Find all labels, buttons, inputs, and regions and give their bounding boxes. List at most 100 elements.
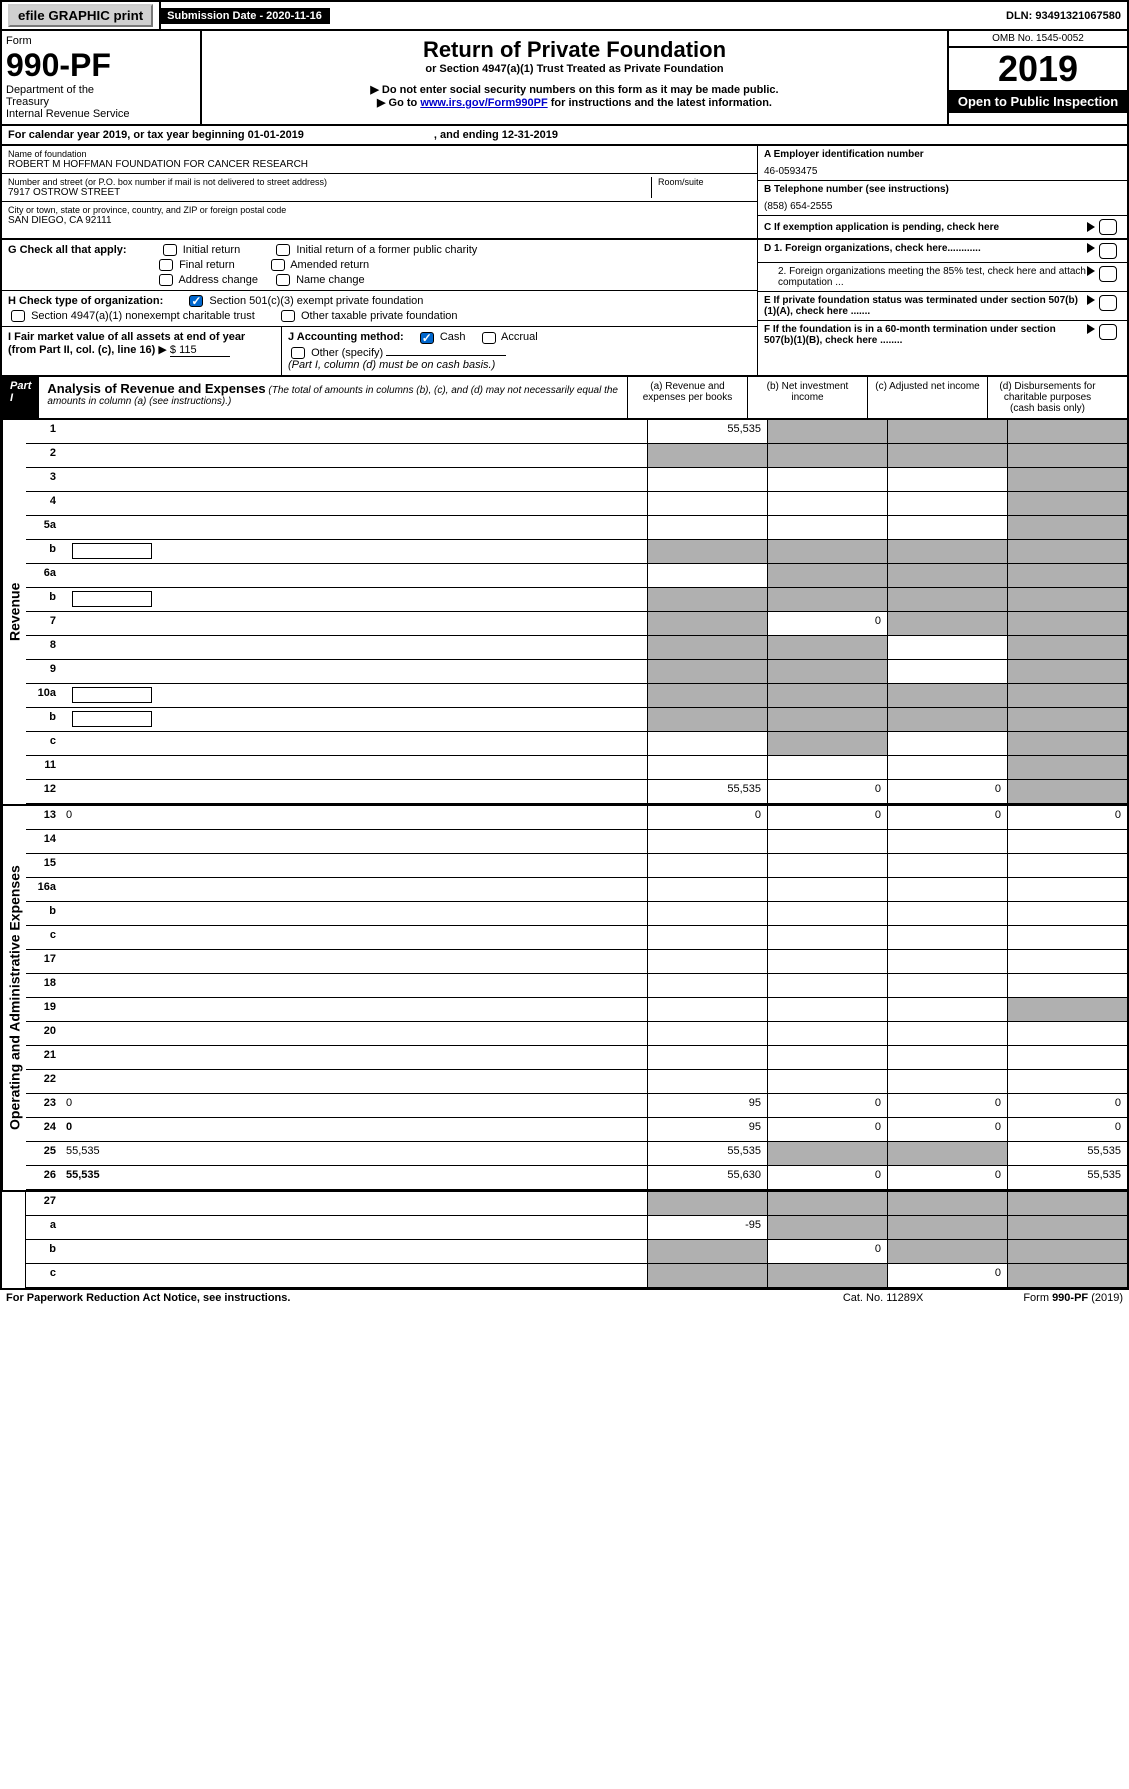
city-cell: City or town, state or province, country… xyxy=(2,202,757,229)
city-state-zip: SAN DIEGO, CA 92111 xyxy=(8,215,751,226)
row-description xyxy=(62,732,647,755)
table-row: 23095000 xyxy=(26,1094,1127,1118)
cell-b xyxy=(767,902,887,925)
cell-a xyxy=(647,1022,767,1045)
g-opt0: Initial return xyxy=(183,244,240,256)
g-initial-checkbox[interactable] xyxy=(163,244,177,256)
table-row: 17 xyxy=(26,950,1127,974)
form-number: 990-PF xyxy=(6,47,196,84)
row-description xyxy=(62,950,647,973)
efile-print-button[interactable]: efile GRAPHIC print xyxy=(8,4,153,27)
c-label: C If exemption application is pending, c… xyxy=(764,222,1087,233)
g-amended-checkbox[interactable] xyxy=(271,259,285,271)
calendar-year-row: For calendar year 2019, or tax year begi… xyxy=(0,126,1129,146)
instr1: ▶ Do not enter social security numbers o… xyxy=(208,83,941,96)
cell-d xyxy=(1007,756,1127,779)
cell-c xyxy=(887,492,1007,515)
table-row: 70 xyxy=(26,612,1127,636)
d1-checkbox[interactable] xyxy=(1099,243,1117,259)
cell-b: 0 xyxy=(767,1166,887,1189)
row-number: 13 xyxy=(26,806,62,829)
submission-date: Submission Date - 2020-11-16 xyxy=(161,8,330,24)
j-other-checkbox[interactable] xyxy=(291,347,305,359)
g-address-checkbox[interactable] xyxy=(159,274,173,286)
g-name-checkbox[interactable] xyxy=(276,274,290,286)
row-description xyxy=(62,1216,647,1239)
cell-a xyxy=(647,878,767,901)
row-number: 25 xyxy=(26,1142,62,1165)
h-row: H Check type of organization: Section 50… xyxy=(2,291,757,327)
cell-c: 0 xyxy=(887,1094,1007,1117)
g-initial-former-checkbox[interactable] xyxy=(276,244,290,256)
col-d-header: (d) Disbursements for charitable purpose… xyxy=(987,377,1107,418)
e-checkbox[interactable] xyxy=(1099,295,1117,311)
inline-box[interactable] xyxy=(72,591,152,607)
row-description xyxy=(62,1264,647,1287)
row-number: b xyxy=(26,902,62,925)
inline-box[interactable] xyxy=(72,543,152,559)
cell-c: 0 xyxy=(887,780,1007,803)
i-cell: I Fair market value of all assets at end… xyxy=(2,327,282,374)
f-checkbox[interactable] xyxy=(1099,324,1117,340)
j-other-field[interactable] xyxy=(386,355,506,356)
cell-b xyxy=(767,588,887,611)
irs-link[interactable]: www.irs.gov/Form990PF xyxy=(420,97,547,109)
inline-box[interactable] xyxy=(72,711,152,727)
row-description xyxy=(62,998,647,1021)
row-description xyxy=(62,878,647,901)
cell-d xyxy=(1007,588,1127,611)
cell-c xyxy=(887,998,1007,1021)
e-row: E If private foundation status was termi… xyxy=(758,292,1127,321)
h-4947-checkbox[interactable] xyxy=(11,310,25,322)
cal-year-begin: For calendar year 2019, or tax year begi… xyxy=(8,129,304,141)
cell-a xyxy=(647,1192,767,1215)
footer-left: For Paperwork Reduction Act Notice, see … xyxy=(6,1292,290,1304)
table-row: a-95 xyxy=(26,1216,1127,1240)
row-description: 0 xyxy=(62,1118,647,1141)
c-checkbox[interactable] xyxy=(1099,219,1117,235)
cell-d xyxy=(1007,780,1127,803)
cell-a xyxy=(647,444,767,467)
cell-d xyxy=(1007,1240,1127,1263)
cell-a xyxy=(647,998,767,1021)
cell-d xyxy=(1007,830,1127,853)
cell-a xyxy=(647,1264,767,1287)
e-label: E If private foundation status was termi… xyxy=(764,295,1087,317)
form-subtitle: or Section 4947(a)(1) Trust Treated as P… xyxy=(208,63,941,75)
table-row: 21 xyxy=(26,1046,1127,1070)
cell-a xyxy=(647,950,767,973)
cell-d xyxy=(1007,926,1127,949)
d1-label: D 1. Foreign organizations, check here..… xyxy=(764,243,1087,254)
row-number: 6a xyxy=(26,564,62,587)
cell-b xyxy=(767,1142,887,1165)
h-other-checkbox[interactable] xyxy=(281,310,295,322)
header-right: OMB No. 1545-0052 2019 Open to Public In… xyxy=(947,31,1127,124)
table-row: b xyxy=(26,902,1127,926)
d2-checkbox[interactable] xyxy=(1099,266,1117,282)
section-g-left: G Check all that apply: Initial return I… xyxy=(2,240,757,375)
row-description xyxy=(62,540,647,563)
row-number: 11 xyxy=(26,756,62,779)
cell-d xyxy=(1007,1070,1127,1093)
cell-d xyxy=(1007,492,1127,515)
row-number: 12 xyxy=(26,780,62,803)
row-description xyxy=(62,902,647,925)
j-cash-checkbox[interactable] xyxy=(420,332,434,344)
cell-b xyxy=(767,878,887,901)
foundation-name-cell: Name of foundation ROBERT M HOFFMAN FOUN… xyxy=(2,146,757,174)
cell-d xyxy=(1007,854,1127,877)
cell-a xyxy=(647,636,767,659)
room-label: Room/suite xyxy=(658,177,751,187)
table-row: 20 xyxy=(26,1022,1127,1046)
cell-d xyxy=(1007,636,1127,659)
inline-box[interactable] xyxy=(72,687,152,703)
cell-a: 95 xyxy=(647,1094,767,1117)
g-final-checkbox[interactable] xyxy=(159,259,173,271)
h-501c3-checkbox[interactable] xyxy=(189,295,203,307)
cell-b xyxy=(767,564,887,587)
cell-a: 55,535 xyxy=(647,780,767,803)
cell-b xyxy=(767,1264,887,1287)
cell-c xyxy=(887,1240,1007,1263)
cell-b: 0 xyxy=(767,806,887,829)
j-accrual-checkbox[interactable] xyxy=(482,332,496,344)
